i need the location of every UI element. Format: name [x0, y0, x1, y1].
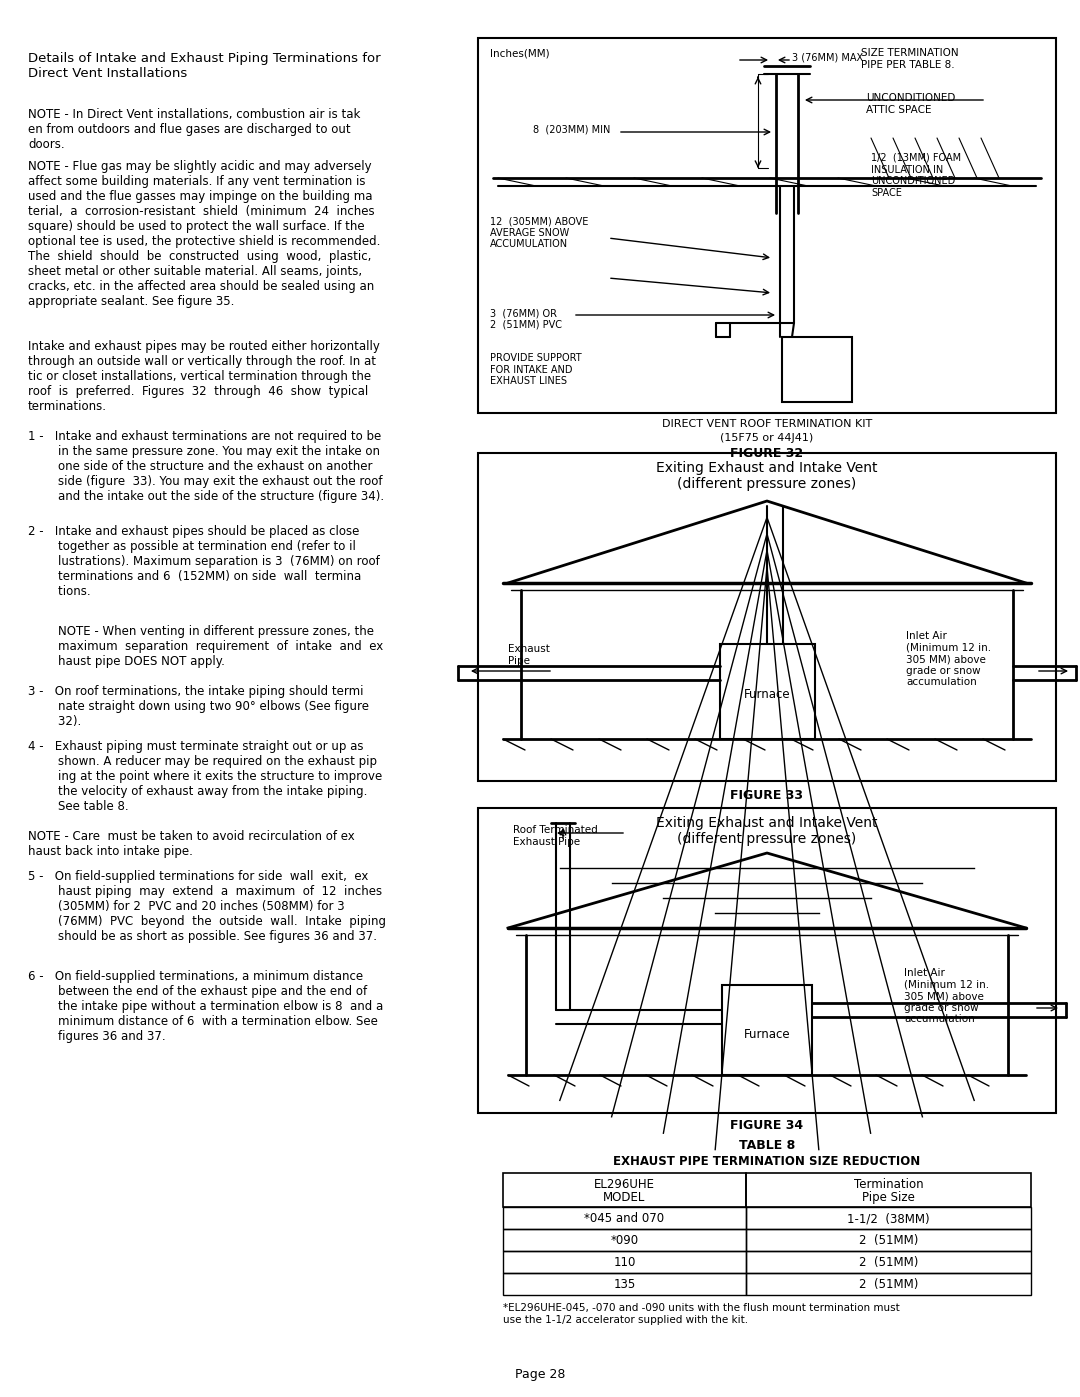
- Text: 1/2  (13MM) FOAM
INSULATION IN
UNCONDITIONED
SPACE: 1/2 (13MM) FOAM INSULATION IN UNCONDITIO…: [870, 154, 961, 198]
- Text: 12  (305MM) ABOVE
AVERAGE SNOW
ACCUMULATION: 12 (305MM) ABOVE AVERAGE SNOW ACCUMULATI…: [490, 217, 589, 249]
- Bar: [503, 1207, 746, 1229]
- Text: 135: 135: [613, 1278, 635, 1291]
- Text: 2  (51MM): 2 (51MM): [859, 1234, 918, 1248]
- Text: UNCONDITIONED
ATTIC SPACE: UNCONDITIONED ATTIC SPACE: [866, 94, 956, 115]
- Bar: [478, 807, 1056, 1113]
- Text: 5 -   On field-supplied terminations for side  wall  exit,  ex
        haust pip: 5 - On field-supplied terminations for s…: [28, 870, 386, 943]
- Text: 8  (203MM) MIN: 8 (203MM) MIN: [534, 124, 610, 136]
- Bar: [782, 337, 852, 402]
- Bar: [746, 1250, 1031, 1273]
- Text: PROVIDE SUPPORT
FOR INTAKE AND
EXHAUST LINES: PROVIDE SUPPORT FOR INTAKE AND EXHAUST L…: [490, 353, 582, 386]
- Text: 2 -   Intake and exhaust pipes should be placed as close
        together as pos: 2 - Intake and exhaust pipes should be p…: [28, 525, 380, 598]
- Text: Furnace: Furnace: [744, 1028, 791, 1041]
- Text: FIGURE 32: FIGURE 32: [730, 447, 804, 460]
- Text: *045 and 070: *045 and 070: [584, 1213, 664, 1225]
- Text: 2  (51MM): 2 (51MM): [859, 1278, 918, 1291]
- Text: EL296UHE: EL296UHE: [594, 1178, 654, 1192]
- Text: TABLE 8: TABLE 8: [739, 1139, 795, 1153]
- Text: 4 -   Exhaust piping must terminate straight out or up as
        shown. A reduc: 4 - Exhaust piping must terminate straig…: [28, 740, 382, 813]
- Text: (15F75 or 44J41): (15F75 or 44J41): [720, 433, 813, 443]
- Text: *090: *090: [610, 1234, 638, 1248]
- Text: NOTE - When venting in different pressure zones, the
        maximum  separation: NOTE - When venting in different pressur…: [28, 624, 383, 668]
- Text: MODEL: MODEL: [604, 1192, 646, 1204]
- Text: Inlet Air
(Minimum 12 in.
305 MM) above
grade or snow
accumulation: Inlet Air (Minimum 12 in. 305 MM) above …: [904, 968, 989, 1024]
- Bar: [746, 1229, 1031, 1250]
- Text: Termination: Termination: [853, 1178, 923, 1192]
- Text: NOTE - Flue gas may be slightly acidic and may adversely
affect some building ma: NOTE - Flue gas may be slightly acidic a…: [28, 161, 380, 307]
- Text: Intake and exhaust pipes may be routed either horizontally
through an outside wa: Intake and exhaust pipes may be routed e…: [28, 339, 380, 414]
- Text: (different pressure zones): (different pressure zones): [677, 833, 856, 847]
- Bar: [746, 1273, 1031, 1295]
- Text: 3 -   On roof terminations, the intake piping should termi
        nate straight: 3 - On roof terminations, the intake pip…: [28, 685, 369, 728]
- Text: Exhaust
Pipe: Exhaust Pipe: [508, 644, 550, 665]
- Text: NOTE - Care  must be taken to avoid recirculation of ex
haust back into intake p: NOTE - Care must be taken to avoid recir…: [28, 830, 354, 858]
- Text: DIRECT VENT ROOF TERMINATION KIT: DIRECT VENT ROOF TERMINATION KIT: [662, 419, 873, 429]
- Text: *EL296UHE-045, -070 and -090 units with the flush mount termination must
use the: *EL296UHE-045, -070 and -090 units with …: [503, 1303, 900, 1324]
- Text: Roof Terminated
Exhaust Pipe: Roof Terminated Exhaust Pipe: [513, 826, 597, 847]
- Text: Furnace: Furnace: [744, 689, 791, 701]
- Text: Details of Intake and Exhaust Piping Terminations for
Direct Vent Installations: Details of Intake and Exhaust Piping Ter…: [28, 52, 380, 80]
- Text: 2  (51MM): 2 (51MM): [859, 1256, 918, 1268]
- Text: Page 28: Page 28: [515, 1368, 565, 1382]
- Bar: [503, 1250, 746, 1273]
- Text: 1 -   Intake and exhaust terminations are not required to be
        in the same: 1 - Intake and exhaust terminations are …: [28, 430, 384, 503]
- Text: 3  (76MM) OR
2  (51MM) PVC: 3 (76MM) OR 2 (51MM) PVC: [490, 307, 562, 330]
- Bar: [723, 985, 812, 1076]
- Bar: [503, 1273, 746, 1295]
- Text: Inlet Air
(Minimum 12 in.
305 MM) above
grade or snow
accumulation: Inlet Air (Minimum 12 in. 305 MM) above …: [906, 631, 991, 687]
- Bar: [478, 38, 1056, 414]
- Text: Pipe Size: Pipe Size: [862, 1192, 915, 1204]
- Text: EXHAUST PIPE TERMINATION SIZE REDUCTION: EXHAUST PIPE TERMINATION SIZE REDUCTION: [613, 1155, 920, 1168]
- Bar: [503, 1173, 746, 1207]
- Bar: [503, 1229, 746, 1250]
- Text: FIGURE 34: FIGURE 34: [730, 1119, 804, 1132]
- Text: Inches(MM): Inches(MM): [490, 47, 550, 59]
- Bar: [746, 1207, 1031, 1229]
- Text: Exiting Exhaust and Intake Vent: Exiting Exhaust and Intake Vent: [657, 461, 878, 475]
- Text: Exiting Exhaust and Intake Vent: Exiting Exhaust and Intake Vent: [657, 816, 878, 830]
- Bar: [478, 453, 1056, 781]
- Text: (different pressure zones): (different pressure zones): [677, 476, 856, 490]
- Text: 110: 110: [613, 1256, 636, 1268]
- Text: 1-1/2  (38MM): 1-1/2 (38MM): [847, 1213, 930, 1225]
- Text: FIGURE 33: FIGURE 33: [730, 789, 804, 802]
- Text: SIZE TERMINATION
PIPE PER TABLE 8.: SIZE TERMINATION PIPE PER TABLE 8.: [861, 47, 959, 70]
- Text: 3 (76MM) MAX.: 3 (76MM) MAX.: [792, 52, 866, 61]
- Text: 6 -   On field-supplied terminations, a minimum distance
        between the end: 6 - On field-supplied terminations, a mi…: [28, 970, 383, 1044]
- Text: NOTE - In Direct Vent installations, combustion air is tak
en from outdoors and : NOTE - In Direct Vent installations, com…: [28, 108, 361, 151]
- Bar: [720, 644, 815, 739]
- Bar: [746, 1173, 1031, 1207]
